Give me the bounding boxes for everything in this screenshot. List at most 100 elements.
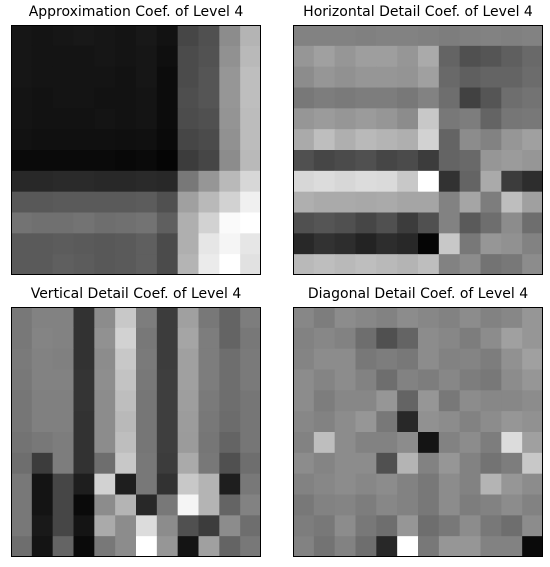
heatmap-cell [459, 494, 481, 516]
heatmap-cell [397, 327, 419, 350]
heatmap-cell [313, 87, 336, 109]
heatmap-cell [115, 170, 137, 193]
heatmap-cell [522, 66, 543, 88]
heatmap-cell [438, 233, 461, 255]
heatmap-cell [136, 129, 158, 151]
heatmap-cell [418, 108, 440, 130]
heatmap-cell [73, 254, 95, 275]
heatmap-cell [11, 473, 33, 495]
heatmap-cell [240, 473, 261, 495]
heatmap-cell [418, 390, 440, 412]
heatmap-cell [115, 212, 137, 234]
heatmap-cell [501, 307, 523, 329]
heatmap-cell [240, 25, 261, 47]
heatmap-cell [522, 212, 543, 234]
heatmap-cell [480, 87, 502, 109]
heatmap-cell [198, 191, 220, 213]
heatmap-cell [293, 307, 315, 329]
heatmap-cell [11, 494, 33, 516]
heatmap-cell [73, 452, 95, 475]
heatmap-cell [115, 254, 137, 275]
heatmap-cell [219, 212, 241, 234]
heatmap-cell [397, 254, 419, 275]
heatmap-cell [334, 307, 356, 329]
heatmap-cell [501, 348, 523, 370]
heatmap-cell [177, 233, 199, 255]
heatmap-cell [313, 327, 336, 350]
heatmap-cell [177, 45, 199, 68]
heatmap-cell [219, 536, 241, 557]
heatmap-cell [522, 390, 543, 412]
heatmap-cell [73, 108, 95, 130]
heatmap-cell [115, 473, 137, 495]
heatmap-cell [355, 473, 377, 495]
heatmap-cell [219, 129, 241, 151]
heatmap-cell [397, 129, 419, 151]
heatmap-cell [313, 170, 336, 193]
heatmap-cell [219, 390, 241, 412]
heatmap-cell [156, 536, 179, 557]
heatmap-cell [293, 494, 315, 516]
chart-title: Diagonal Detail Coef. of Level 4 [307, 286, 529, 302]
heatmap-cell [73, 87, 95, 109]
heatmap-cell [334, 87, 356, 109]
heatmap-cell [438, 254, 461, 275]
heatmap-cell [198, 515, 220, 537]
heatmap-cell [418, 411, 440, 433]
heatmap-cell [376, 452, 398, 475]
heatmap-cell [177, 307, 199, 329]
heatmap-cell [418, 473, 440, 495]
heatmap-cell [438, 45, 461, 68]
heatmap-cell [73, 191, 95, 213]
heatmap-cell [418, 515, 440, 537]
panel-approximation: Approximation Coef. of Level 4 [11, 4, 261, 276]
heatmap-cell [501, 45, 523, 68]
heatmap-cell [376, 66, 398, 88]
heatmap-cell [397, 411, 419, 433]
heatmap-cell [480, 108, 502, 130]
heatmap-cell [397, 212, 419, 234]
heatmap-cell [73, 212, 95, 234]
heatmap-cell [11, 369, 33, 391]
heatmap-cell [73, 515, 95, 537]
heatmap-cell [334, 515, 356, 537]
heatmap-cell [313, 108, 336, 130]
heatmap-cell [136, 494, 158, 516]
heatmap-cell [11, 515, 33, 537]
heatmap-cell [313, 25, 336, 47]
heatmap-cell [198, 390, 220, 412]
heatmap-cell [355, 369, 377, 391]
heatmap-cell [11, 66, 33, 88]
heatmap-cell [418, 191, 440, 213]
heatmap-cell [459, 390, 481, 412]
heatmap-cell [52, 411, 74, 433]
heatmap-cell [376, 45, 398, 68]
heatmap-cell [94, 327, 116, 350]
heatmap-cell [156, 87, 179, 109]
heatmap-cell [156, 348, 179, 370]
heatmap-cell [94, 411, 116, 433]
heatmap-cell [94, 108, 116, 130]
heatmap-cell [501, 170, 523, 193]
heatmap-cell [31, 150, 54, 172]
heatmap-cell [198, 170, 220, 193]
heatmap-cell [240, 452, 261, 475]
heatmap-cell [31, 473, 54, 495]
heatmap-cell [198, 432, 220, 454]
heatmap-cell [522, 411, 543, 433]
heatmap-cell [334, 452, 356, 475]
heatmap-cell [522, 327, 543, 350]
heatmap-cell [376, 494, 398, 516]
panel-horizontal-detail: Horizontal Detail Coef. of Level 4 [293, 4, 543, 276]
heatmap-cell [156, 25, 179, 47]
heatmap-cell [219, 191, 241, 213]
heatmap-cell [52, 129, 74, 151]
heatmap-cell [480, 307, 502, 329]
heatmap-cell [293, 212, 315, 234]
heatmap-cell [198, 369, 220, 391]
heatmap-cell [136, 432, 158, 454]
heatmap-cell [293, 129, 315, 151]
heatmap-cell [334, 494, 356, 516]
heatmap-cell [397, 307, 419, 329]
heatmap-cell [459, 452, 481, 475]
